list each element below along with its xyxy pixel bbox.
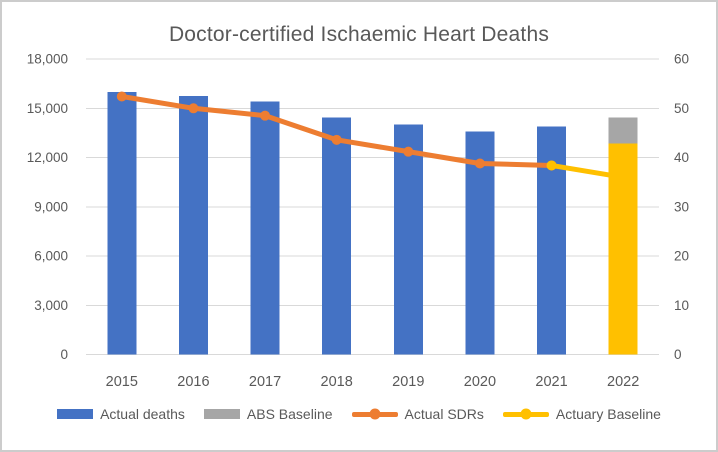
bar-actual-deaths <box>250 101 280 355</box>
actual-deaths-bar-swatch-icon <box>57 409 94 419</box>
legend-label-actual-deaths: Actual deaths <box>100 406 185 422</box>
legend-label-actual-sdrs: Actual SDRs <box>404 406 484 422</box>
right-axis-tick-label: 60 <box>674 52 689 67</box>
bar-actual-deaths <box>393 124 423 355</box>
legend-label-actuary-baseline: Actuary Baseline <box>555 406 661 422</box>
actuary-baseline-marker-icon <box>520 408 532 420</box>
marker-actual-sdrs <box>116 91 127 102</box>
left-axis-tick-label: 12,000 <box>27 150 68 165</box>
chart-legend: Actual deaths ABS Baseline Actual SDRs A… <box>2 406 716 422</box>
legend-item-actual-deaths: Actual deaths <box>57 406 185 422</box>
chart-title: Doctor-certified Ischaemic Heart Deaths <box>168 23 550 46</box>
abs-baseline-bar-swatch-icon <box>203 409 240 419</box>
right-axis-tick-label: 20 <box>674 249 689 264</box>
right-axis-tick-label: 10 <box>674 298 689 313</box>
x-axis-label: 2020 <box>464 374 496 390</box>
x-axis-label: 2016 <box>177 374 209 390</box>
left-axis-tick-label: 15,000 <box>27 101 68 116</box>
actuary-baseline-line-swatch-icon <box>502 408 549 420</box>
bar-actual-deaths <box>107 91 137 355</box>
marker-actual-sdrs <box>331 134 342 145</box>
legend-item-actual-sdrs: Actual SDRs <box>351 406 484 422</box>
marker-actuary-baseline <box>618 172 629 183</box>
actual-sdrs-line-swatch-icon <box>351 408 398 420</box>
legend-label-abs-baseline: ABS Baseline <box>246 406 333 422</box>
x-axis-label: 2015 <box>106 374 138 390</box>
left-axis-tick-label: 3,000 <box>34 298 68 313</box>
marker-actual-sdrs <box>188 103 199 114</box>
x-axis-label: 2018 <box>321 374 353 390</box>
x-axis-label: 2017 <box>249 374 281 390</box>
marker-actuary-baseline <box>546 160 557 171</box>
legend-item-abs-baseline: ABS Baseline <box>203 406 333 422</box>
bar-actual-deaths <box>178 95 208 355</box>
left-axis-tick-label: 9,000 <box>34 199 68 214</box>
right-axis-tick-label: 30 <box>674 199 689 214</box>
right-axis-tick-label: 40 <box>674 150 689 165</box>
x-axis-label: 2019 <box>392 374 424 390</box>
line-actuary-baseline <box>549 162 626 180</box>
right-axis-tick-label: 50 <box>674 101 689 116</box>
legend-item-actuary-baseline: Actuary Baseline <box>502 406 661 422</box>
left-axis-tick-label: 0 <box>60 347 68 362</box>
bar-actual-deaths <box>322 117 352 355</box>
right-axis-tick-label: 0 <box>674 347 682 362</box>
marker-actual-sdrs <box>403 146 414 157</box>
x-axis-label: 2022 <box>607 374 639 390</box>
bar-actual-deaths <box>465 131 495 355</box>
left-axis-tick-label: 6,000 <box>34 249 68 264</box>
marker-actual-sdrs <box>260 110 271 121</box>
actual-sdrs-marker-icon <box>369 408 381 420</box>
marker-actual-sdrs <box>474 158 485 169</box>
left-axis-tick-label: 18,000 <box>27 52 68 67</box>
x-axis-label: 2021 <box>535 374 567 390</box>
